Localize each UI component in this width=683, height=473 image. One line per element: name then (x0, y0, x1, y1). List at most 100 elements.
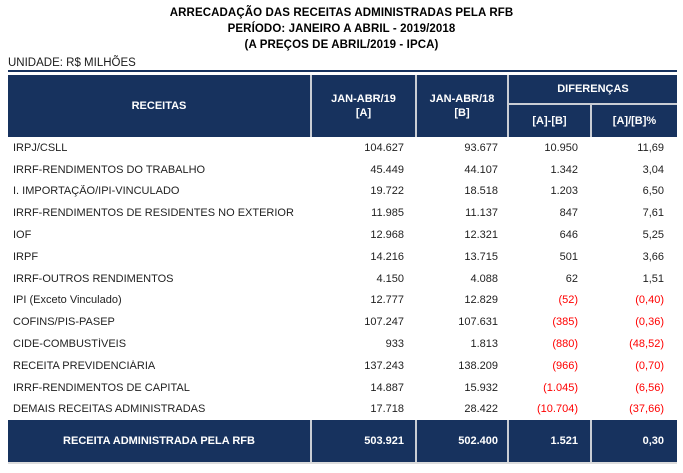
cell-value-diff: (385) (552, 316, 578, 329)
row-label: IRRF-RENDIMENTOS DE CAPITAL (13, 381, 190, 394)
unit-label: UNIDADE: R$ MILHÕES (8, 57, 136, 69)
cell-value-b: 12.829 (464, 294, 498, 307)
cell-value-diff: (880) (552, 338, 578, 351)
table-row: DEMAIS RECEITAS ADMINISTRADAS 17.718 28.42… (8, 398, 677, 421)
row-label: COFINS/PIS-PASEP (13, 316, 115, 329)
total-value-a: 503.921 (310, 420, 415, 463)
table-row: IRRF-OUTROS RENDIMENTOS 4.150 4.088 62 1,51 (8, 267, 677, 290)
cell-value-a: 17.718 (370, 403, 404, 416)
cell-value-a: 4.150 (376, 272, 404, 285)
table-row: IRRF-RENDIMENTOS DE CAPITAL 14.887 15.932 (… (8, 376, 677, 399)
cell-value-diff: 847 (559, 207, 578, 220)
cell-value-diff: (1.045) (543, 381, 578, 394)
column-header-jan-abr-18-line2: [B] (454, 107, 470, 119)
cell-value-a: 12.968 (370, 229, 404, 242)
table-row: IRRF-RENDIMENTOS DO TRABALHO 45.449 44.107… (8, 158, 677, 181)
column-header-jan-abr-18: JAN-ABR/18 [B] (415, 75, 507, 137)
cell-value-b: 12.321 (464, 229, 498, 242)
cell-value-b: 18.518 (464, 185, 498, 198)
cell-value-diff: 1.342 (550, 163, 578, 176)
cell-value-pct: (6,56) (635, 381, 664, 394)
cell-value-diff: 62 (565, 272, 578, 285)
cell-value-a: 14.216 (370, 250, 404, 263)
total-row: RECEITA ADMINISTRADA PELA RFB 503.921 50… (8, 420, 677, 465)
cell-value-pct: (0,70) (635, 359, 664, 372)
revenue-table: RECEITAS JAN-ABR/19 [A] JAN-ABR/18 [B] D… (8, 70, 677, 465)
cell-value-a: 104.627 (364, 141, 404, 154)
total-value-diff: 1.521 (507, 420, 590, 463)
row-label: RECEITA PREVIDENCIÁRIA (13, 359, 156, 372)
table-row: IRPJ/CSLL 104.627 93.677 10.950 11,69 (8, 137, 677, 159)
cell-value-diff: 1.203 (550, 185, 578, 198)
cell-value-pct: 3,04 (642, 163, 664, 176)
cell-value-diff: (966) (552, 359, 578, 372)
page-title: ARRECADAÇÃO DAS RECEITAS ADMINISTRADAS P… (169, 7, 514, 19)
column-header-diff-percent: [A]/[B]% (590, 105, 677, 137)
table-row: I. IMPORTAÇÃO/IPI-VINCULADO 19.722 18.518 1… (8, 180, 677, 203)
table-body: IRPJ/CSLL 104.627 93.677 10.950 11,69 IRRF-RE… (8, 137, 677, 421)
cell-value-diff: 646 (559, 229, 578, 242)
cell-value-diff: 10.950 (544, 141, 578, 154)
cell-value-b: 28.422 (464, 403, 498, 416)
row-label: IOF (13, 229, 32, 242)
column-header-jan-abr-19-line2: [A] (355, 107, 372, 119)
total-row-label: RECEITA ADMINISTRADA PELA RFB (63, 435, 255, 448)
table-row: IOF 12.968 12.321 646 5,25 (8, 224, 677, 246)
cell-value-pct: (0,40) (635, 294, 664, 307)
row-label: DEMAIS RECEITAS ADMINISTRADAS (13, 403, 206, 416)
cell-value-pct: (37,66) (629, 403, 664, 416)
row-label: IRRF-RENDIMENTOS DO TRABALHO (13, 163, 206, 176)
cell-value-diff: (52) (558, 294, 578, 307)
table-row: IRRF-RENDIMENTOS DE RESIDENTES NO EXTERI… (8, 202, 677, 225)
cell-value-pct: 5,25 (642, 229, 664, 242)
cell-value-b: 138.209 (458, 359, 498, 372)
table-row: IRPF 14.216 13.715 501 3,66 (8, 245, 677, 268)
row-label: IRPF (13, 250, 39, 263)
cell-value-diff: (10.704) (537, 403, 578, 416)
cell-value-a: 45.449 (370, 163, 404, 176)
cell-value-pct: (0,36) (635, 316, 664, 329)
cell-value-a: 14.887 (370, 381, 404, 394)
total-value-pct: 0,30 (590, 420, 677, 463)
column-header-jan-abr-18-line1: JAN-ABR/18 (429, 93, 495, 105)
page-subtitle-period: PERÍODO: JANEIRO A ABRIL - 2019/2018 (227, 23, 456, 35)
cell-value-b: 93.677 (464, 141, 498, 154)
cell-value-b: 1.813 (470, 338, 498, 351)
cell-value-a: 933 (385, 338, 404, 351)
report-title-block: ARRECADAÇÃO DAS RECEITAS ADMINISTRADAS P… (0, 0, 683, 53)
column-header-receitas: RECEITAS (131, 100, 187, 112)
cell-value-a: 107.247 (364, 316, 404, 329)
row-label: IRRF-OUTROS RENDIMENTOS (13, 272, 174, 285)
cell-value-diff: 501 (559, 250, 578, 263)
row-label: IRRF-RENDIMENTOS DE RESIDENTES NO EXTERI… (13, 207, 294, 220)
cell-value-pct: 3,66 (642, 250, 664, 263)
cell-value-pct: 7,61 (642, 207, 664, 220)
table-row: RECEITA PREVIDENCIÁRIA 137.243 138.209 (966… (8, 354, 677, 377)
column-header-diff-absolute: [A]-[B] (507, 105, 590, 137)
cell-value-a: 19.722 (370, 185, 404, 198)
cell-value-b: 15.932 (464, 381, 498, 394)
cell-value-pct: 6,50 (642, 185, 664, 198)
total-value-b: 502.400 (415, 420, 507, 463)
cell-value-a: 12.777 (370, 294, 404, 307)
row-label: IRPJ/CSLL (13, 141, 68, 154)
table-header: RECEITAS JAN-ABR/19 [A] JAN-ABR/18 [B] D… (8, 75, 677, 137)
table-row: CIDE-COMBUSTÍVEIS 933 1.813 (880) (48,52) (8, 333, 677, 355)
cell-value-b: 4.088 (470, 272, 498, 285)
cell-value-b: 13.715 (464, 250, 498, 263)
cell-value-pct: 1,51 (642, 272, 664, 285)
cell-value-b: 107.631 (458, 316, 498, 329)
table-row: IPI (Exceto Vinculado) 12.777 12.829 (52) (0… (8, 289, 677, 312)
cell-value-a: 11.985 (371, 207, 404, 220)
column-header-diferencas: DIFERENÇAS (507, 75, 677, 105)
row-label: I. IMPORTAÇÃO/IPI-VINCULADO (13, 185, 180, 198)
cell-value-b: 11.137 (465, 207, 498, 220)
cell-value-pct: 11,69 (637, 141, 664, 154)
cell-value-b: 44.107 (464, 163, 498, 176)
cell-value-a: 137.243 (364, 359, 404, 372)
row-label: CIDE-COMBUSTÍVEIS (13, 338, 127, 351)
page-subtitle-prices: (A PREÇOS DE ABRIL/2019 - IPCA) (244, 39, 439, 51)
row-label: IPI (Exceto Vinculado) (13, 294, 122, 307)
table-top-gap (8, 72, 677, 75)
